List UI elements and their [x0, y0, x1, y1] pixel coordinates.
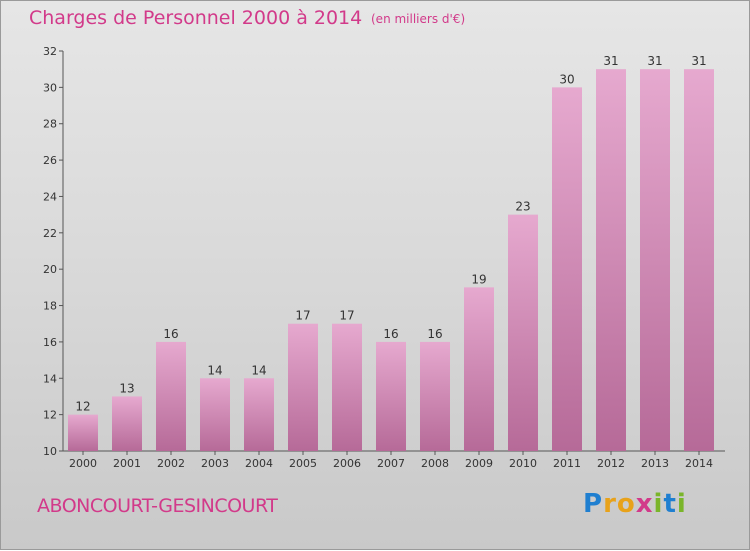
commune-name: ABONCOURT-GESINCOURT	[37, 495, 278, 517]
y-tick-label: 22	[43, 227, 57, 240]
data-label: 13	[119, 381, 134, 395]
x-tick-label: 2011	[553, 457, 581, 470]
x-tick-label: 2004	[245, 457, 273, 470]
x-tick-label: 2003	[201, 457, 229, 470]
y-tick-label: 18	[43, 300, 57, 313]
y-tick-label: 30	[43, 81, 57, 94]
data-label: 19	[471, 272, 486, 286]
bar	[244, 378, 274, 451]
y-tick-label: 14	[43, 372, 57, 385]
bar	[332, 323, 362, 451]
bar	[640, 69, 670, 451]
bar	[288, 323, 318, 451]
x-tick-label: 2002	[157, 457, 185, 470]
y-tick-label: 12	[43, 409, 57, 422]
x-tick-label: 2013	[641, 457, 669, 470]
bar	[420, 341, 450, 451]
x-tick-label: 2008	[421, 457, 449, 470]
chart-title: Charges de Personnel 2000 à 2014	[29, 7, 363, 29]
data-label: 14	[207, 363, 222, 377]
x-tick-label: 2012	[597, 457, 625, 470]
bar	[464, 287, 494, 451]
x-tick-label: 2000	[69, 457, 97, 470]
x-tick-label: 2009	[465, 457, 493, 470]
bar	[684, 69, 714, 451]
y-tick-label: 32	[43, 45, 57, 58]
data-label: 31	[647, 54, 662, 68]
y-tick-label: 24	[43, 190, 57, 203]
bar	[376, 341, 406, 451]
data-label: 12	[75, 400, 90, 414]
y-tick-label: 20	[43, 263, 57, 276]
bar	[200, 378, 230, 451]
bar	[596, 69, 626, 451]
x-tick-label: 2010	[509, 457, 537, 470]
bar	[112, 396, 142, 451]
bar	[68, 414, 98, 451]
y-tick-label: 16	[43, 336, 57, 349]
data-label: 31	[691, 54, 706, 68]
x-tick-label: 2007	[377, 457, 405, 470]
data-label: 16	[427, 327, 442, 341]
x-tick-label: 2001	[113, 457, 141, 470]
data-label: 23	[515, 200, 530, 214]
data-label: 30	[559, 72, 574, 86]
data-label: 31	[603, 54, 618, 68]
bar	[508, 214, 538, 451]
x-tick-label: 2014	[685, 457, 713, 470]
data-label: 16	[383, 327, 398, 341]
y-tick-label: 10	[43, 445, 57, 458]
x-tick-label: 2006	[333, 457, 361, 470]
data-label: 17	[295, 309, 310, 323]
bar	[156, 341, 186, 451]
x-tick-label: 2005	[289, 457, 317, 470]
data-label: 16	[163, 327, 178, 341]
chart-subtitle: (en milliers d'€)	[371, 12, 466, 26]
y-tick-label: 26	[43, 154, 57, 167]
bar	[552, 87, 582, 451]
data-label: 17	[339, 309, 354, 323]
proxiti-logo: Proxiti	[583, 489, 687, 519]
data-label: 14	[251, 363, 266, 377]
y-tick-label: 28	[43, 118, 57, 131]
